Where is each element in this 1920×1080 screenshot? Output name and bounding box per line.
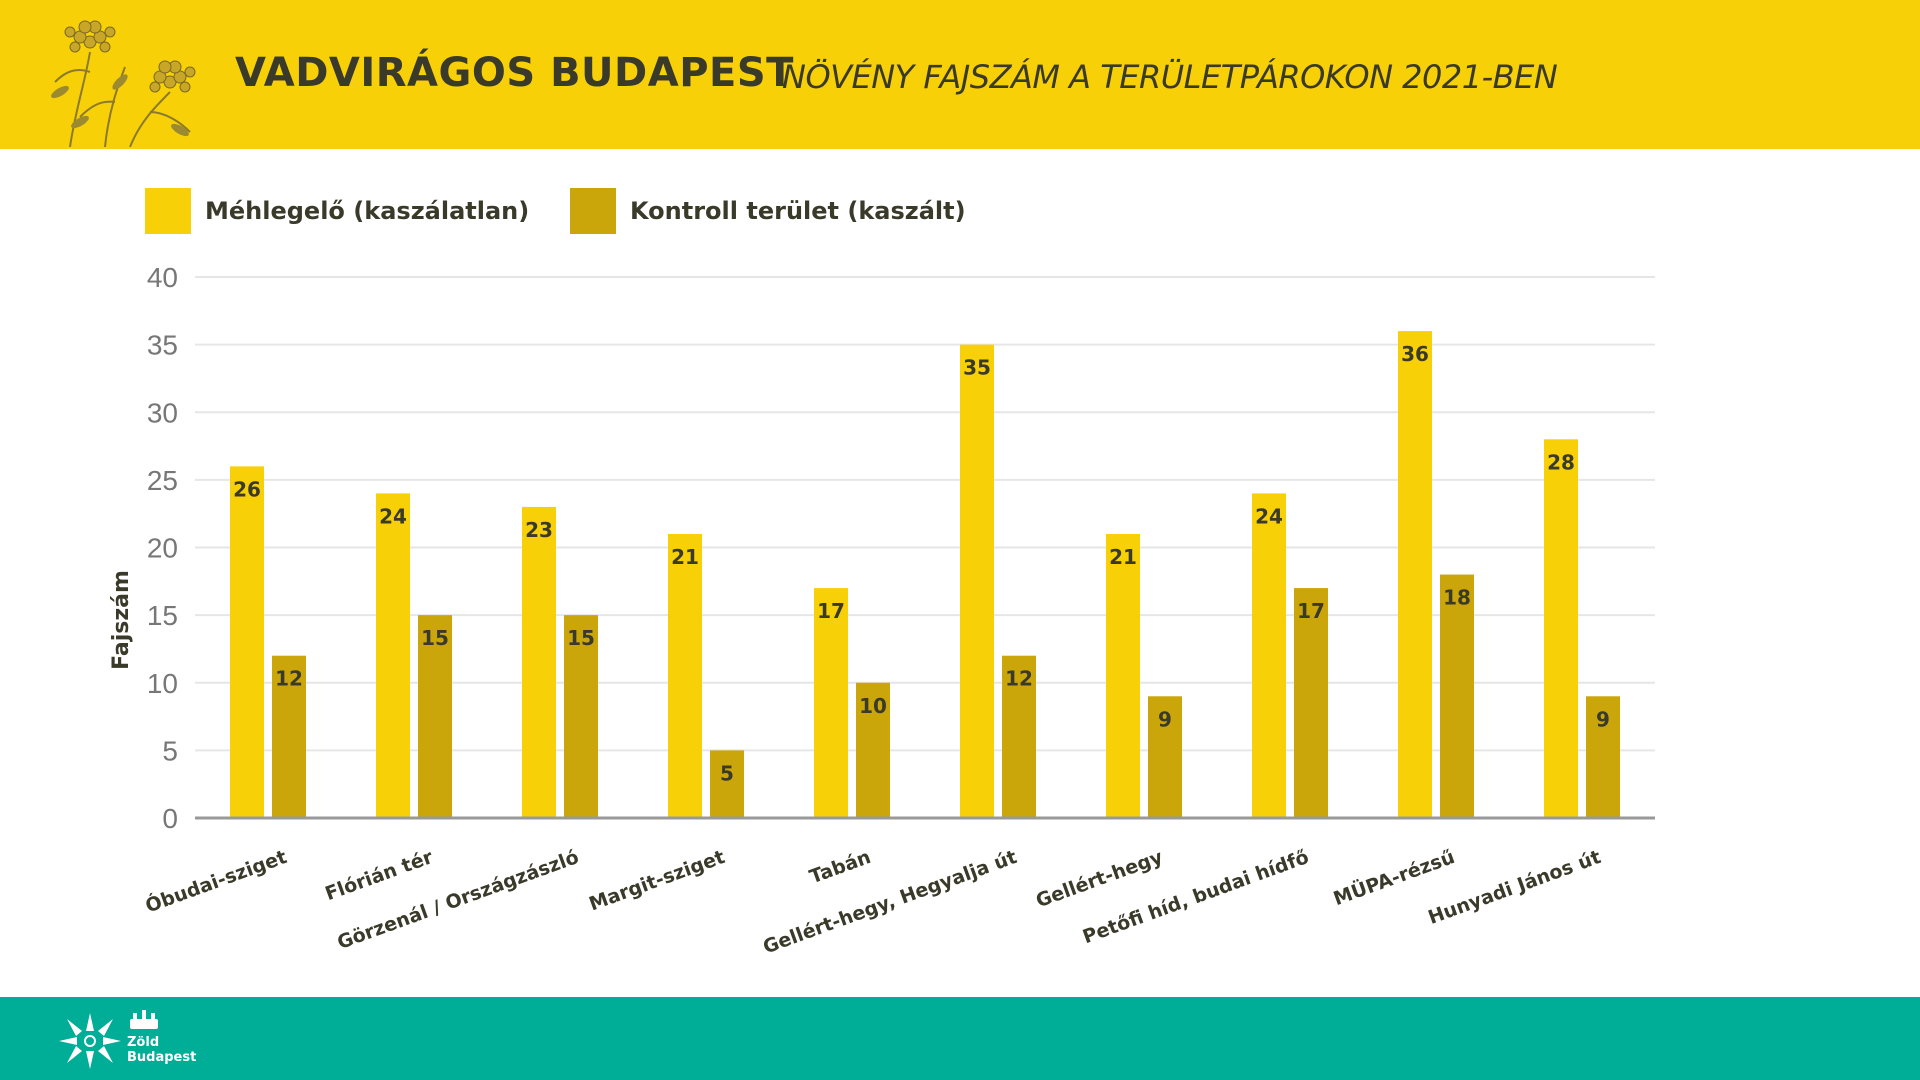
- bar-series-1: [1398, 331, 1432, 818]
- legend-label-series-2: Kontroll terület (kaszált): [630, 197, 966, 225]
- y-tick-label: 35: [147, 330, 178, 361]
- data-label: 18: [1443, 586, 1471, 610]
- y-tick-label: 25: [147, 465, 178, 496]
- x-tick-label: Óbudai-sziget: [142, 844, 290, 917]
- legend-item-series-2: Kontroll terület (kaszált): [570, 188, 966, 234]
- y-tick-label: 15: [147, 600, 178, 631]
- bar-series-2: [1294, 588, 1328, 818]
- y-tick-label: 10: [147, 668, 178, 699]
- data-label: 24: [1255, 504, 1283, 528]
- bar-series-1: [230, 466, 264, 818]
- bar-series-2: [1148, 696, 1182, 818]
- x-tick-label: Tabán: [807, 846, 874, 888]
- bar-series-1: [960, 344, 994, 818]
- y-tick-label: 0: [162, 803, 178, 834]
- bar-series-2: [272, 655, 306, 818]
- footer-logo-line-2: Budapest: [127, 1050, 197, 1065]
- page-title: VADVIRÁGOS BUDAPEST: [235, 50, 794, 96]
- footer-bar: Zöld Budapest: [0, 997, 1920, 1080]
- legend-label-series-1: Méhlegelő (kaszálatlan): [205, 197, 530, 225]
- data-label: 12: [1005, 667, 1033, 691]
- bar-series-1: [1544, 439, 1578, 818]
- x-tick-label: Margit-sziget: [586, 846, 728, 915]
- bar-series-2: [1586, 696, 1620, 818]
- footer-logo-line-1: Zöld: [127, 1035, 160, 1050]
- legend-item-series-1: Méhlegelő (kaszálatlan): [145, 188, 529, 234]
- header-bar: VADVIRÁGOS BUDAPEST NÖVÉNY FAJSZÁM A TER…: [0, 0, 1920, 149]
- data-label: 15: [421, 626, 449, 650]
- bar-series-2: [856, 682, 890, 818]
- data-label: 17: [817, 599, 845, 623]
- x-tick-label: Gellért-hegy, Hegyalja út: [760, 846, 1020, 958]
- data-label: 26: [233, 477, 261, 501]
- legend-swatch-series-2: [570, 188, 616, 234]
- budapest-crest-icon: [130, 1010, 158, 1029]
- data-label: 28: [1547, 450, 1575, 474]
- bar-series-2: [418, 615, 452, 818]
- data-label: 21: [1109, 545, 1137, 569]
- bar-series-1: [1252, 493, 1286, 818]
- zold-budapest-sun-icon: [59, 1013, 121, 1069]
- legend-swatch-series-1: [145, 188, 191, 234]
- bar-series-1: [1106, 533, 1140, 818]
- data-label: 9: [1596, 707, 1610, 731]
- data-label: 23: [525, 518, 553, 542]
- y-axis-title: Fajszám: [109, 570, 134, 670]
- data-label: 15: [567, 626, 595, 650]
- bar-series-1: [522, 506, 556, 818]
- data-label: 21: [671, 545, 699, 569]
- bar-series-2: [1440, 574, 1474, 818]
- x-tick-label: Gellért-hegy: [1033, 846, 1166, 912]
- page-subtitle: NÖVÉNY FAJSZÁM A TERÜLETPÁROKON 2021-BEN: [782, 58, 1558, 96]
- y-tick-label: 30: [147, 397, 178, 428]
- data-label: 17: [1297, 599, 1325, 623]
- bar-series-1: [668, 533, 702, 818]
- data-label: 35: [963, 356, 991, 380]
- bar-chart: 0 5 10 15 20 25 30 35 40 26 24 23 21 17 35 21 24 36 28 12 15…: [109, 262, 1655, 958]
- data-label: 10: [859, 694, 887, 718]
- y-tick-label: 20: [147, 533, 178, 564]
- x-tick-label: MÜPA-rézsű: [1330, 844, 1458, 910]
- footer-logo-text: Zöld Budapest: [127, 1035, 196, 1065]
- y-tick-label: 40: [147, 262, 178, 293]
- bar-series-1: [376, 493, 410, 818]
- bar-series-2: [710, 750, 744, 818]
- data-label: 24: [379, 504, 407, 528]
- bar-series-1: [814, 588, 848, 818]
- x-tick-label: Görzenál / Országzászló: [334, 846, 581, 954]
- data-label: 12: [275, 667, 303, 691]
- data-label: 9: [1158, 707, 1172, 731]
- data-label: 5: [720, 761, 734, 785]
- y-tick-label: 5: [162, 735, 178, 766]
- data-label: 36: [1401, 342, 1429, 366]
- bar-series-2: [564, 615, 598, 818]
- bar-series-2: [1002, 655, 1036, 818]
- x-tick-label: Flórián tér: [322, 846, 436, 905]
- yarrow-flower-icon: [51, 20, 196, 147]
